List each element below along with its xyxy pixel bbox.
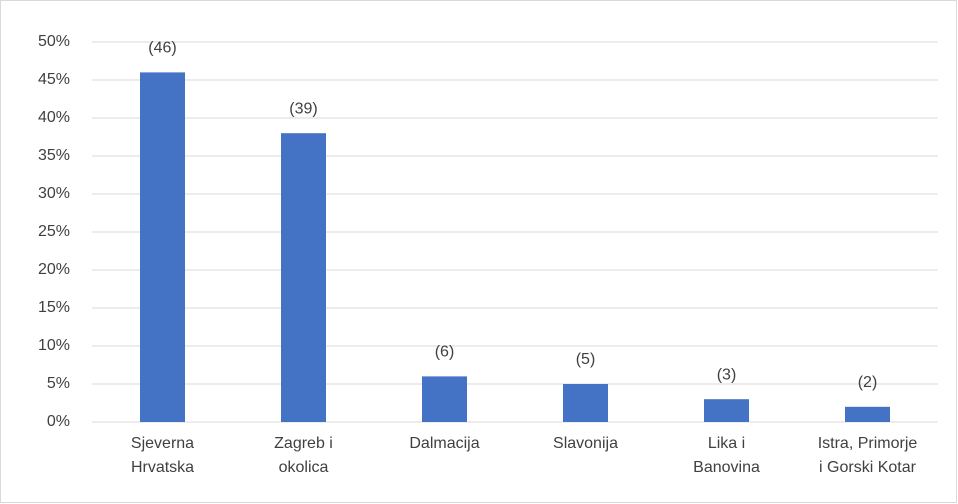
bar bbox=[281, 133, 326, 422]
bar bbox=[563, 384, 608, 422]
y-tick-label: 40% bbox=[38, 109, 70, 126]
x-tick-label: Istra, Primorje i Gorski Kotar bbox=[817, 435, 918, 476]
y-tick-label: 35% bbox=[38, 147, 70, 164]
y-tick-label: 50% bbox=[38, 33, 70, 50]
bar bbox=[845, 406, 890, 422]
data-label: (6) bbox=[435, 344, 455, 361]
data-label: (46) bbox=[148, 40, 176, 57]
data-label: (2) bbox=[858, 374, 878, 391]
y-tick-label: 45% bbox=[38, 71, 70, 88]
data-label: (39) bbox=[289, 100, 317, 117]
x-tick-label: Slavonija bbox=[553, 435, 618, 452]
y-tick-label: 20% bbox=[38, 261, 70, 278]
y-tick-label: 15% bbox=[38, 299, 70, 316]
y-tick-label: 25% bbox=[38, 223, 70, 240]
y-tick-label: 10% bbox=[38, 337, 70, 354]
y-tick-label: 0% bbox=[47, 413, 70, 430]
x-tick-label: Dalmacija bbox=[409, 435, 480, 452]
data-label: (3) bbox=[717, 366, 737, 383]
x-tick-label: Sjeverna Hrvatska bbox=[130, 435, 195, 476]
data-label: (5) bbox=[576, 351, 596, 368]
bar bbox=[140, 72, 185, 423]
x-tick-label: Lika i Banovina bbox=[693, 435, 760, 476]
bar bbox=[422, 376, 467, 422]
y-tick-label: 5% bbox=[47, 375, 70, 392]
y-tick-label: 30% bbox=[38, 185, 70, 202]
x-tick-label: Zagreb i okolica bbox=[274, 435, 333, 476]
bar bbox=[704, 399, 749, 422]
